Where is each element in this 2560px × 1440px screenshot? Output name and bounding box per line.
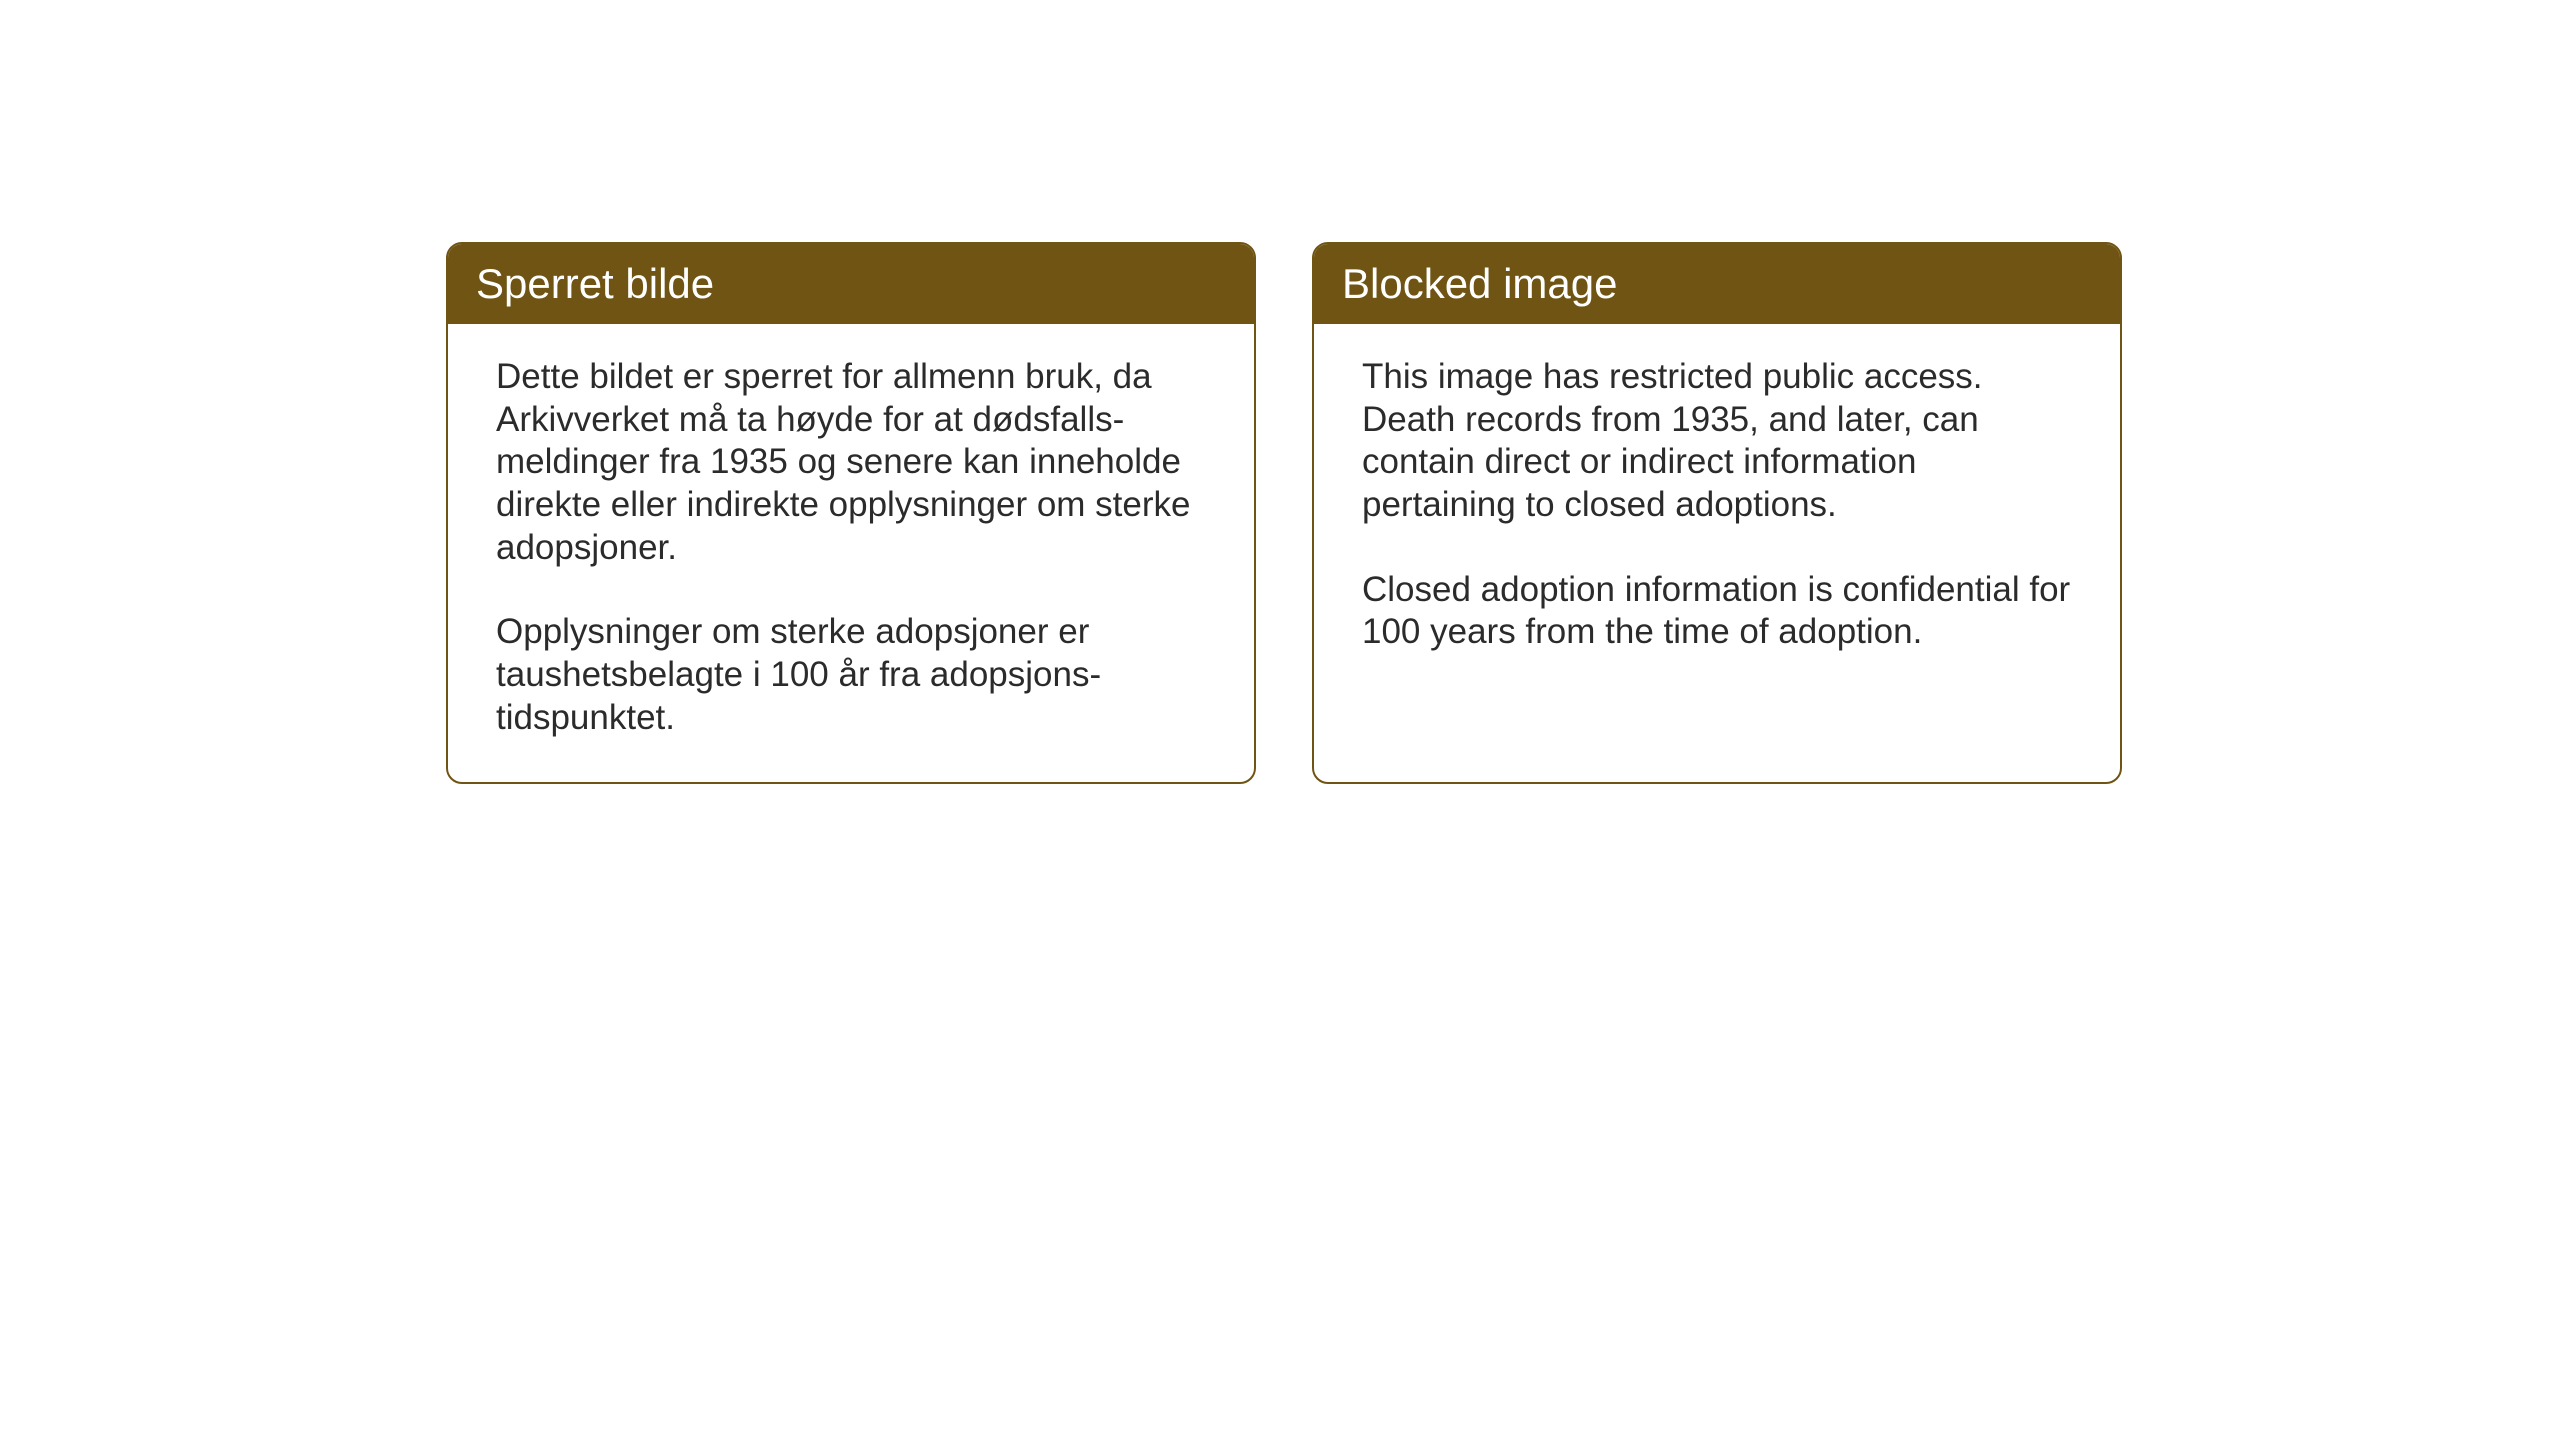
- cards-container: Sperret bilde Dette bildet er sperret fo…: [446, 242, 2122, 784]
- norwegian-card-title: Sperret bilde: [476, 260, 1226, 308]
- english-card: Blocked image This image has restricted …: [1312, 242, 2122, 784]
- norwegian-card-body: Dette bildet er sperret for allmenn bruk…: [448, 324, 1254, 782]
- english-card-title: Blocked image: [1342, 260, 2092, 308]
- english-paragraph-2: Closed adoption information is confident…: [1362, 569, 2072, 654]
- english-card-body: This image has restricted public access.…: [1314, 324, 2120, 696]
- english-card-header: Blocked image: [1314, 244, 2120, 324]
- norwegian-card: Sperret bilde Dette bildet er sperret fo…: [446, 242, 1256, 784]
- norwegian-card-header: Sperret bilde: [448, 244, 1254, 324]
- norwegian-paragraph-1: Dette bildet er sperret for allmenn bruk…: [496, 356, 1206, 569]
- english-paragraph-1: This image has restricted public access.…: [1362, 356, 2072, 527]
- norwegian-paragraph-2: Opplysninger om sterke adopsjoner er tau…: [496, 611, 1206, 739]
